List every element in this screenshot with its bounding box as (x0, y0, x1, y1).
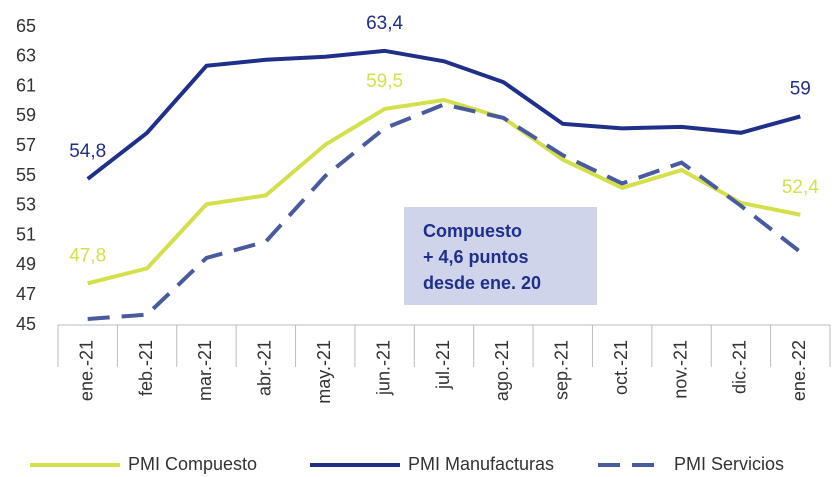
y-tick-label: 45 (16, 314, 36, 334)
data-label: 52,4 (782, 177, 819, 198)
y-tick-label: 53 (16, 195, 36, 215)
x-tick-label: mar.-21 (195, 340, 215, 401)
data-label: 47,8 (69, 245, 106, 266)
series-line (86, 48, 801, 181)
series-line (87, 102, 802, 322)
annotation-text: + 4,6 puntos (423, 247, 529, 267)
y-tick-label: 49 (16, 254, 36, 274)
legend-label: PMI Compuesto (128, 454, 257, 474)
y-tick-label: 61 (16, 75, 36, 95)
annotation-text: Compuesto (423, 221, 522, 241)
legend-label: PMI Manufacturas (408, 454, 554, 474)
x-tick-label: oct.-21 (611, 340, 631, 395)
x-tick-label: feb.-21 (136, 340, 156, 396)
x-tick-label: may.-21 (314, 340, 334, 404)
data-label: 63,4 (366, 13, 403, 34)
x-tick-label: nov.-21 (670, 340, 690, 399)
y-tick-label: 55 (16, 165, 36, 185)
x-tick-label: jul.-21 (433, 340, 453, 390)
annotation-box (404, 207, 597, 305)
x-tick-label: ene.-21 (76, 340, 96, 401)
y-tick-label: 63 (16, 46, 36, 66)
data-label: 59,5 (366, 71, 403, 92)
data-label: 59 (790, 78, 811, 99)
annotation-text: desde ene. 20 (423, 273, 541, 293)
series-line (87, 97, 801, 286)
x-tick-label: sep.-21 (552, 340, 572, 400)
y-tick-label: 65 (16, 16, 36, 36)
x-tick-label: jun.-21 (373, 340, 393, 396)
x-tick-label: abr.-21 (255, 340, 275, 396)
data-label: 54,8 (69, 141, 106, 162)
y-tick-label: 51 (16, 224, 36, 244)
y-tick-label: 47 (16, 284, 36, 304)
legend-label: PMI Servicios (674, 454, 784, 474)
y-tick-label: 57 (16, 135, 36, 155)
x-tick-label: ene.-22 (789, 340, 809, 401)
x-tick-label: dic.-21 (730, 340, 750, 394)
y-tick-label: 59 (16, 105, 36, 125)
x-tick-label: ago.-21 (492, 340, 512, 401)
